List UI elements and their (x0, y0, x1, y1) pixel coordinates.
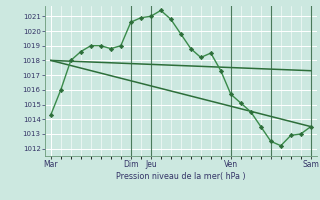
X-axis label: Pression niveau de la mer( hPa ): Pression niveau de la mer( hPa ) (116, 172, 246, 181)
